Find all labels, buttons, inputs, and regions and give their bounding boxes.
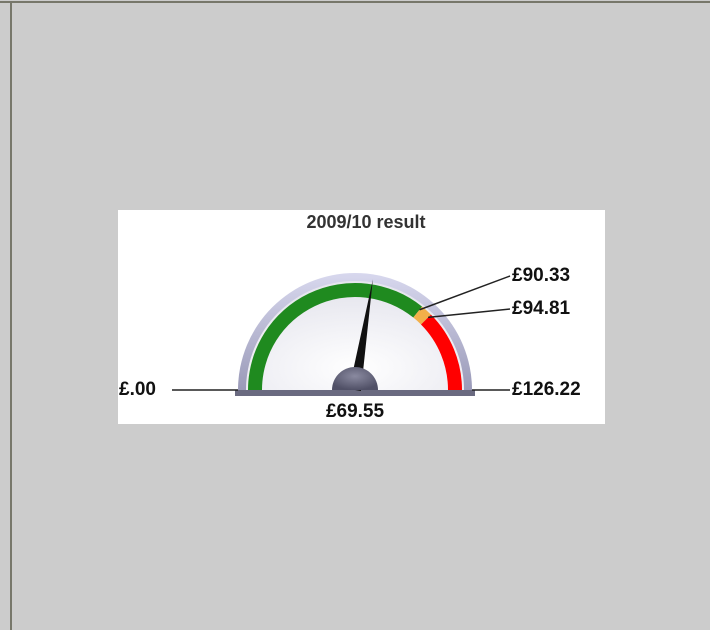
band — [420, 314, 462, 390]
hub — [332, 367, 378, 390]
threshold-label: £90.33 — [512, 265, 570, 286]
chart-title: 2009/10 result — [306, 212, 425, 232]
threshold-label: £94.81 — [512, 298, 571, 319]
range-label: £.00 — [119, 379, 156, 400]
band — [248, 282, 423, 390]
base — [235, 390, 475, 396]
range-label: £126.22 — [512, 379, 581, 400]
needle — [349, 279, 373, 391]
tick-line — [428, 308, 511, 319]
tick-line — [419, 275, 511, 311]
value-label: £69.55 — [326, 401, 385, 422]
band — [413, 306, 431, 325]
gauge: £.00 £126.22 £90.33 £94.81 £69.55 — [119, 265, 581, 422]
